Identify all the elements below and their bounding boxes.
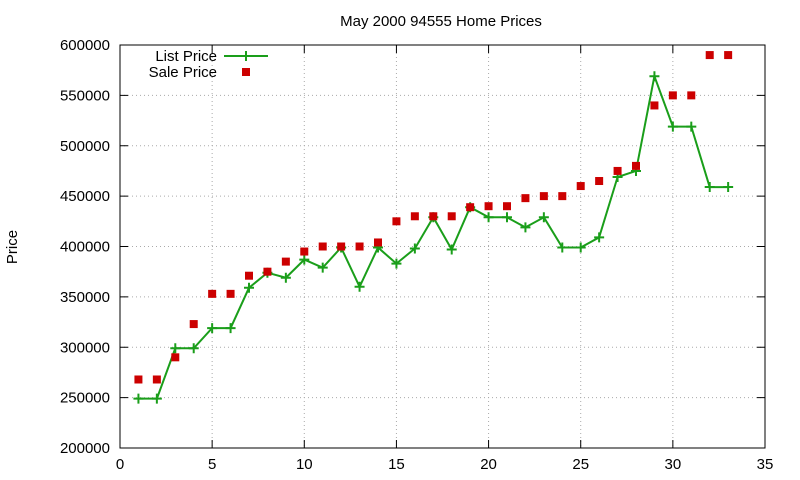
sale-price-point [374, 238, 382, 247]
x-tick-label: 20 [480, 456, 497, 473]
list-price-point [446, 244, 457, 255]
sale-price-point [687, 91, 696, 100]
sale-price-point [650, 101, 659, 110]
list-price-point [520, 222, 531, 233]
sale-price-point [539, 192, 548, 201]
sale-price-point [668, 91, 677, 100]
y-axis-label: Price [4, 230, 21, 264]
x-tick-label: 30 [665, 456, 682, 473]
sale-price-point [705, 51, 714, 60]
list-price-point [483, 212, 494, 223]
sale-price-point [724, 51, 733, 60]
x-tick-label: 15 [388, 456, 405, 473]
y-tick-label: 600000 [60, 37, 110, 54]
list-price-point [280, 272, 291, 283]
list-price-point [557, 242, 568, 253]
y-tick-label: 200000 [60, 440, 110, 457]
x-tick-label: 35 [757, 456, 774, 473]
sale-price-point [281, 257, 290, 266]
sale-price-point [189, 320, 198, 329]
list-price-point [133, 393, 144, 404]
legend-label-sale-price: Sale Price [149, 64, 217, 81]
x-tick-label: 0 [116, 456, 124, 473]
list-price-point [538, 212, 549, 223]
sale-price-point [484, 202, 493, 211]
sale-price-point [318, 242, 327, 251]
axis-ticks: 200000 250000 300000 350000 400000 450000 5000… [60, 37, 773, 473]
y-tick-label: 400000 [60, 239, 110, 256]
legend-label-list-price: List Price [155, 48, 217, 65]
sale-price-point [392, 217, 401, 226]
data-series [133, 51, 734, 404]
list-price-point [188, 343, 199, 354]
list-price-point [225, 323, 236, 334]
chart-title: May 2000 94555 Home Prices [340, 13, 542, 30]
sale-price-point [208, 289, 217, 298]
list-price-point [317, 262, 328, 273]
y-tick-label: 550000 [60, 87, 110, 104]
sale-price-point [226, 289, 235, 298]
sale-price-point [410, 212, 419, 221]
sale-price-point [355, 242, 364, 251]
y-tick-label: 500000 [60, 138, 110, 155]
sale-price-point [466, 203, 475, 212]
y-tick-label: 250000 [60, 390, 110, 407]
sale-price-point [300, 247, 309, 256]
list-price-point [594, 232, 605, 243]
sale-price-point [613, 166, 622, 175]
x-tick-label: 10 [296, 456, 313, 473]
list-price-point [649, 71, 660, 82]
sale-price-point [595, 177, 604, 186]
list-price-point [170, 343, 181, 354]
y-tick-label: 300000 [60, 339, 110, 356]
list-price-point [354, 281, 365, 292]
list-price-point [391, 258, 402, 269]
sale-price-point [245, 271, 253, 280]
list-price-point [704, 182, 715, 193]
sale-price-point [576, 182, 585, 191]
sale-price-point [447, 212, 456, 221]
sale-price-point [152, 375, 161, 384]
list-price-point [575, 242, 586, 253]
legend-square-marker [242, 68, 250, 76]
x-tick-label: 5 [208, 456, 216, 473]
list-price-point [686, 121, 697, 132]
list-price-point [667, 121, 678, 132]
list-price-point [502, 212, 512, 223]
list-price-point [207, 323, 218, 334]
sale-price-point [503, 202, 511, 211]
sale-price-point [558, 192, 567, 201]
sale-price-point [337, 242, 346, 251]
sale-price-point [521, 194, 530, 203]
sale-price-point [429, 212, 438, 221]
sale-price-point [171, 353, 180, 362]
x-tick-label: 25 [572, 456, 589, 473]
list-price-point [151, 393, 162, 404]
list-price-point [723, 182, 734, 193]
list-price-point [299, 254, 310, 265]
sale-price-point [134, 375, 143, 384]
list-price-point [244, 282, 254, 293]
legend: List Price Sale Price [149, 48, 268, 81]
y-tick-label: 450000 [60, 188, 110, 205]
legend-plus-marker [241, 51, 251, 61]
list-price-point [409, 243, 420, 254]
sale-price-point [632, 161, 640, 170]
y-tick-label: 350000 [60, 289, 110, 306]
sale-price-point [263, 267, 272, 276]
